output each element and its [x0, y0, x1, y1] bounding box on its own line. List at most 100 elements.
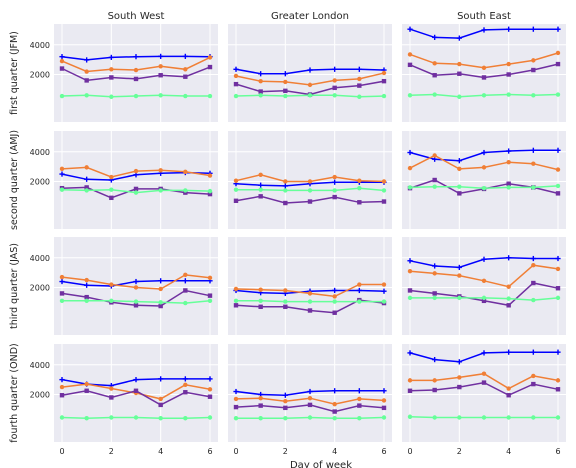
data-point [133, 186, 139, 192]
data-point [109, 75, 114, 80]
data-point [481, 185, 487, 191]
data-point [457, 295, 462, 301]
data-point [158, 168, 163, 173]
data-point [531, 415, 536, 420]
data-point [407, 268, 413, 274]
data-point [457, 61, 462, 67]
data-point [481, 65, 487, 71]
data-point [258, 304, 263, 309]
data-point [158, 188, 163, 193]
data-point [283, 179, 288, 184]
data-point [109, 298, 114, 304]
data-point [183, 300, 188, 306]
data-point [531, 381, 536, 387]
data-point [59, 93, 65, 99]
data-point [59, 187, 65, 192]
data-point [307, 415, 313, 420]
data-point [432, 378, 437, 383]
y-tick-label: 4000 [30, 41, 50, 50]
data-point [233, 81, 239, 87]
row-label: first quarter (JFM) [9, 31, 20, 115]
data-point [158, 303, 163, 309]
data-point [332, 93, 337, 98]
data-point [307, 93, 313, 98]
data-point [357, 185, 362, 191]
data-point [555, 167, 561, 172]
data-point [233, 303, 239, 308]
data-point [432, 291, 437, 296]
data-point [432, 61, 437, 66]
panel-background [402, 131, 566, 229]
data-point [381, 282, 387, 287]
facet-panel [402, 24, 566, 122]
data-point [109, 386, 114, 391]
data-point [506, 296, 511, 301]
data-point [555, 378, 561, 383]
data-point [407, 378, 413, 383]
x-tick-label: 0 [407, 447, 412, 456]
data-point [59, 58, 65, 64]
data-point [307, 188, 313, 193]
data-point [481, 278, 487, 284]
data-point [481, 165, 487, 170]
data-point [84, 165, 89, 170]
data-point [84, 416, 89, 421]
data-point [109, 174, 114, 180]
panel-background [402, 344, 566, 442]
data-point [233, 73, 239, 79]
data-point [555, 61, 561, 67]
data-point [158, 300, 163, 305]
data-point [258, 287, 263, 292]
y-tick-label: 4000 [30, 254, 50, 263]
data-point [432, 73, 437, 78]
data-point [207, 275, 213, 281]
data-point [283, 79, 288, 85]
data-point [506, 303, 511, 308]
data-point [307, 82, 313, 88]
data-point [407, 93, 413, 98]
facet-panel: 2000 4000 [30, 237, 218, 335]
data-point [207, 191, 213, 197]
data-point [233, 187, 239, 192]
data-point [84, 381, 89, 387]
data-point [59, 274, 65, 280]
data-point [183, 416, 188, 421]
data-point [307, 299, 313, 304]
x-axis-label: Day of week [290, 460, 352, 468]
data-point [357, 396, 362, 402]
data-point [84, 78, 89, 83]
data-point [207, 188, 213, 194]
data-point [233, 396, 239, 402]
x-tick-label: 4 [506, 447, 511, 456]
row-label: fourth quarter (OND) [9, 343, 20, 442]
data-point [283, 93, 288, 99]
data-point [332, 416, 337, 421]
data-point [283, 304, 288, 309]
data-point [258, 403, 263, 408]
data-point [183, 93, 188, 99]
data-point [133, 303, 139, 308]
data-point [555, 191, 561, 196]
data-point [207, 55, 213, 60]
data-point [233, 178, 239, 183]
data-point [207, 298, 213, 304]
data-point [357, 416, 362, 421]
data-point [357, 282, 362, 287]
data-point [531, 280, 536, 286]
data-point [109, 94, 114, 99]
data-point [283, 416, 288, 421]
data-point [531, 161, 536, 166]
data-point [481, 380, 487, 385]
data-point [357, 200, 362, 205]
panel-background [402, 237, 566, 335]
data-point [531, 93, 536, 98]
data-point [133, 415, 139, 420]
facet-panel [228, 237, 392, 335]
data-point [555, 286, 561, 291]
data-point [332, 401, 337, 407]
data-point [332, 299, 337, 304]
data-point [357, 178, 362, 183]
data-point [506, 72, 511, 77]
data-point [407, 388, 413, 393]
data-point [207, 64, 213, 70]
